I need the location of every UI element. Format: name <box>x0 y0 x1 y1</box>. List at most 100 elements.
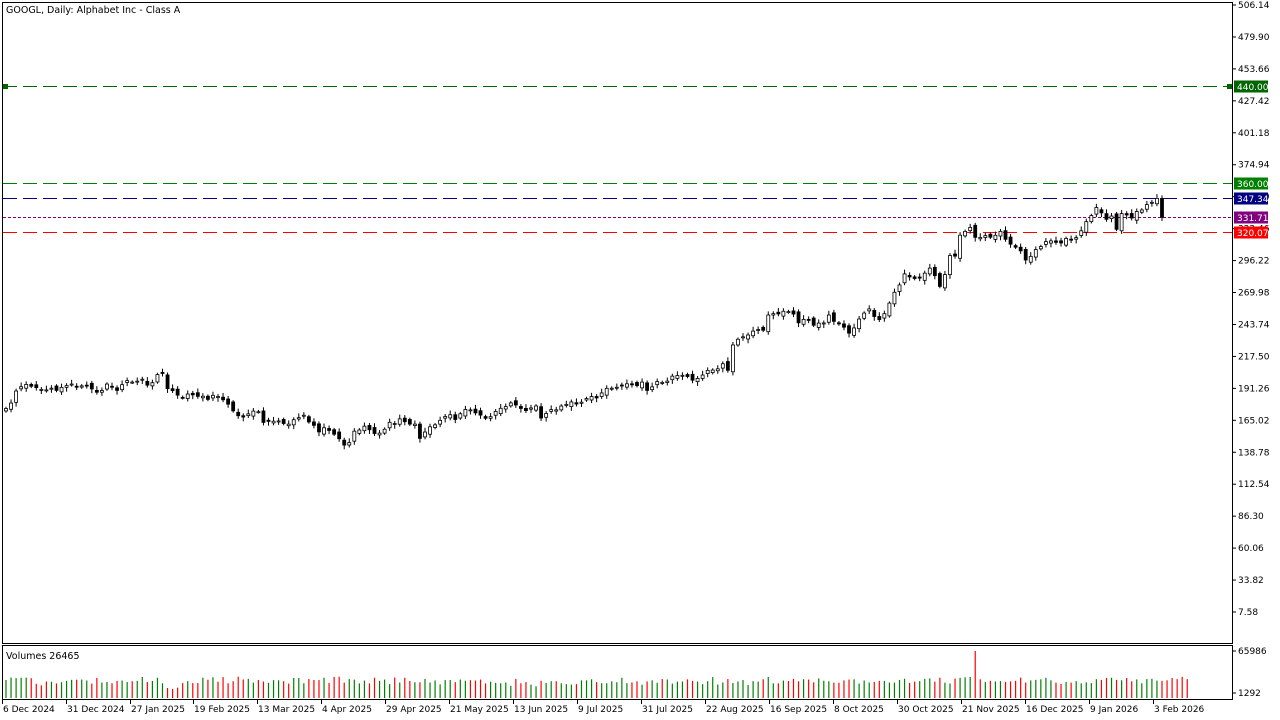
candle-body-up <box>695 378 700 383</box>
candle-body-down <box>725 361 730 371</box>
candle-body-down <box>84 384 89 387</box>
candle <box>39 386 44 395</box>
candle <box>731 341 735 376</box>
volume-bars <box>5 651 1188 698</box>
candle-body-up <box>412 423 417 426</box>
candle <box>382 427 387 435</box>
candle-body-up <box>821 322 826 325</box>
candle <box>241 413 246 422</box>
candle-body-down <box>206 395 210 400</box>
candle-body-up <box>362 425 367 432</box>
candle <box>221 392 225 403</box>
candle-body-down <box>1008 236 1013 245</box>
candle <box>185 390 190 402</box>
candle <box>1134 208 1139 224</box>
candle <box>200 393 205 402</box>
candle <box>932 264 937 280</box>
candle-body-down <box>685 374 690 377</box>
candle-body-up <box>741 336 745 339</box>
candle <box>665 377 670 386</box>
candle-body-down <box>74 385 79 388</box>
candle-body-up <box>609 387 614 390</box>
candle <box>599 388 604 399</box>
candle <box>685 372 690 379</box>
level-badge <box>1234 80 1268 93</box>
time-tick-label: 21 Nov 2025 <box>962 705 1020 715</box>
candle <box>619 382 624 390</box>
candle <box>291 417 296 430</box>
candle <box>488 413 493 422</box>
candle <box>948 253 952 279</box>
candle <box>1119 209 1124 234</box>
candle <box>670 373 675 384</box>
price-levels <box>3 84 1232 233</box>
candle <box>786 309 791 314</box>
candle-body-down <box>478 410 483 416</box>
candle-body-up <box>948 255 952 276</box>
candle <box>963 229 968 238</box>
candle <box>811 316 816 328</box>
chart-title: GOOGL, Daily: Alphabet Inc - Class A <box>6 5 181 16</box>
candle-body-up <box>549 409 554 412</box>
level-badge-label: 320.07 <box>1237 229 1269 239</box>
candle <box>105 382 109 391</box>
candle <box>317 421 321 437</box>
candle <box>569 399 574 411</box>
candle-body-down <box>831 312 836 322</box>
candle-body-up <box>897 284 902 292</box>
candle <box>614 383 619 391</box>
candle <box>195 388 200 399</box>
candle <box>609 386 614 391</box>
candle <box>337 428 342 442</box>
candle-body-down <box>917 276 922 279</box>
candle-body-up <box>428 426 432 435</box>
price-tick-label: 374.94 <box>1238 161 1270 171</box>
candle-body-down <box>932 267 937 277</box>
candle-body-up <box>963 230 968 237</box>
candle-body-up <box>640 381 644 389</box>
candle-body-down <box>29 384 34 387</box>
candle-body-down <box>806 319 811 321</box>
candle <box>917 273 922 282</box>
candle <box>771 311 776 320</box>
level-badge-label: 347.34 <box>1237 195 1269 205</box>
candle-body-up <box>604 387 609 396</box>
candle-body-up <box>559 405 564 411</box>
candle-body-up <box>978 237 983 240</box>
candle-body-up <box>579 401 584 404</box>
candle <box>1114 212 1119 232</box>
candle <box>1144 200 1149 213</box>
candle-body-down <box>54 385 59 391</box>
candle <box>529 404 533 413</box>
candle-body-up <box>958 234 962 259</box>
candle-body-down <box>110 385 114 388</box>
candle-body-up <box>862 312 867 319</box>
candle <box>94 386 99 395</box>
candle-body-down <box>907 274 912 278</box>
candle <box>392 421 397 429</box>
candle <box>231 400 236 413</box>
candle-body-up <box>614 386 619 389</box>
volume-panel-frame <box>2 645 1233 700</box>
candle-body-down <box>1069 238 1074 241</box>
candle <box>206 394 210 402</box>
candle <box>544 411 549 422</box>
candle <box>549 405 554 414</box>
candle-body-up <box>665 380 670 383</box>
candle-body-up <box>1139 209 1144 213</box>
candle <box>236 408 241 419</box>
candle <box>872 307 877 321</box>
candle <box>125 377 130 387</box>
candle-body-down <box>312 421 316 426</box>
candle <box>110 382 114 391</box>
candle <box>493 409 498 420</box>
candle <box>700 370 705 381</box>
candle <box>630 380 634 388</box>
candle <box>246 409 251 419</box>
candle <box>190 390 195 400</box>
candle-body-up <box>660 382 665 384</box>
candle-body-down <box>877 316 882 320</box>
time-tick-label: 13 Mar 2025 <box>258 705 315 715</box>
candle-body-up <box>59 386 64 393</box>
candle <box>1064 236 1068 247</box>
